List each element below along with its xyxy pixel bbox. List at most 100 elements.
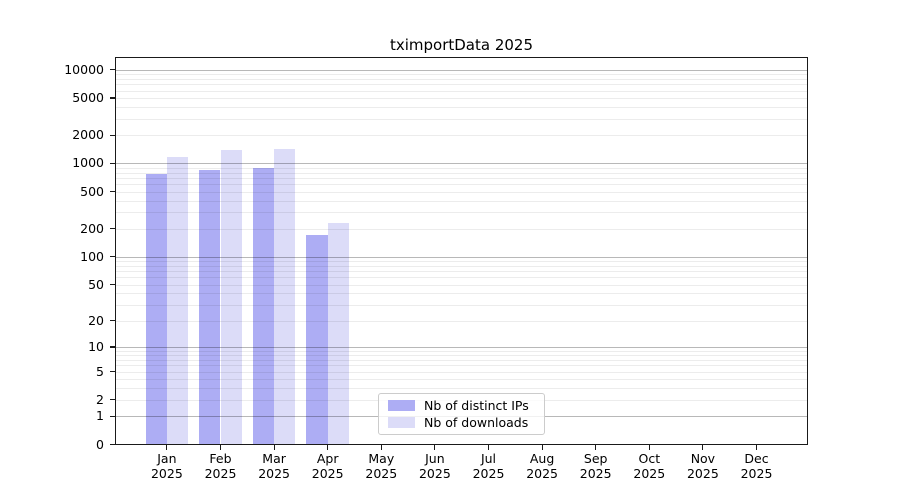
gridline <box>115 293 808 295</box>
gridline <box>115 261 808 263</box>
month-label: Jun <box>425 450 445 466</box>
bar-jan-distinct-ips <box>145 173 167 445</box>
gridline <box>115 200 808 202</box>
y-tick-label: 2000 <box>72 127 104 143</box>
y-tick-mark <box>110 415 115 417</box>
gridline <box>115 98 808 99</box>
year-label: 2025 <box>526 465 558 481</box>
month-label: Apr <box>316 450 339 466</box>
y-tick-mark <box>110 284 115 286</box>
gridline <box>115 256 808 258</box>
x-tick-mark <box>755 445 758 451</box>
y-tick-mark <box>110 371 115 373</box>
y-tick-label: 50 <box>88 276 104 292</box>
legend-swatch-downloads <box>388 417 415 428</box>
bar-apr-downloads <box>327 223 350 445</box>
year-label: 2025 <box>579 465 612 481</box>
gridline <box>115 355 808 357</box>
month-label: Nov <box>690 450 716 466</box>
legend-label-distinct-ips: Nb of distinct IPs <box>424 398 529 413</box>
month-label: Sep <box>583 450 608 466</box>
y-tick-mark <box>110 228 115 230</box>
gridline <box>115 277 808 279</box>
bar-mar-downloads <box>274 149 296 445</box>
legend: Nb of distinct IPs Nb of downloads <box>378 393 545 435</box>
month-label: Dec <box>744 450 769 466</box>
y-tick-label: 5000 <box>72 90 104 105</box>
gridline <box>115 228 808 230</box>
x-tick-mark <box>487 445 490 451</box>
gridline <box>115 365 808 367</box>
x-tick-label-jan: Jan 2025 <box>137 451 197 481</box>
month-label: Jan <box>157 450 177 466</box>
x-tick-label-aug: Aug 2025 <box>512 451 572 481</box>
y-tick-label: 200 <box>80 220 104 236</box>
legend-swatch-distinct-ips <box>388 400 415 411</box>
y-tick-mark <box>110 134 115 136</box>
gridline <box>115 163 808 165</box>
gridline <box>115 271 808 273</box>
y-tick-label: 0 <box>96 436 104 452</box>
y-tick-label: 500 <box>80 183 104 199</box>
y-tick-mark <box>110 256 115 258</box>
y-tick-mark <box>110 162 115 165</box>
x-tick-label-feb: Feb 2025 <box>191 451 251 481</box>
x-tick-label-may: May 2025 <box>351 451 411 481</box>
y-tick-mark <box>110 97 115 99</box>
year-label: 2025 <box>258 465 290 481</box>
gridline <box>115 371 808 373</box>
x-tick-mark <box>327 445 329 451</box>
gridline <box>115 69 808 71</box>
gridline <box>115 90 808 92</box>
y-tick-label: 1 <box>96 408 104 424</box>
x-tick-mark <box>434 445 436 451</box>
month-label: Oct <box>638 450 661 466</box>
y-tick-mark <box>110 399 115 401</box>
y-tick-mark <box>110 69 115 71</box>
gridline <box>115 177 808 179</box>
y-tick-label: 10000 <box>64 61 104 77</box>
gridline <box>115 350 808 352</box>
gridline <box>115 184 808 186</box>
x-tick-label-nov: Nov 2025 <box>673 451 733 481</box>
y-tick-label: 2 <box>96 391 104 407</box>
x-tick-label-mar: Mar 2025 <box>244 451 304 481</box>
month-label: May <box>368 450 395 466</box>
month-label: Aug <box>529 450 555 466</box>
year-label: 2025 <box>686 465 719 481</box>
gridline <box>115 84 808 86</box>
year-label: 2025 <box>150 465 183 481</box>
y-tick-label: 5 <box>96 363 104 379</box>
gridline <box>115 304 808 306</box>
gridline <box>115 135 808 137</box>
year-label: 2025 <box>204 465 237 481</box>
x-tick-label-jul: Jul 2025 <box>459 451 519 481</box>
year-label: 2025 <box>418 465 451 481</box>
x-tick-mark <box>648 445 650 451</box>
x-tick-mark <box>702 445 704 451</box>
gridline <box>115 388 808 390</box>
x-tick-mark <box>595 445 597 451</box>
y-tick-label: 1000 <box>72 155 104 171</box>
x-tick-mark <box>166 445 168 451</box>
x-tick-mark <box>541 445 543 451</box>
gridline <box>115 167 808 169</box>
y-tick-mark <box>110 346 115 348</box>
bar-feb-downloads <box>220 150 242 445</box>
y-tick-label: 10 <box>88 339 104 355</box>
y-tick-mark <box>110 191 115 193</box>
gridline <box>115 320 808 322</box>
bar-jan-downloads <box>166 157 189 445</box>
legend-item-distinct-ips: Nb of distinct IPs <box>388 399 535 412</box>
gridline <box>115 359 808 361</box>
gridline <box>115 265 808 267</box>
gridline <box>115 74 808 76</box>
gridline <box>115 118 808 120</box>
x-tick-mark <box>219 445 222 451</box>
gridline <box>115 347 808 349</box>
y-tick-label: 100 <box>80 248 104 264</box>
bar-apr-distinct-ips <box>306 235 328 445</box>
gridline <box>115 379 808 381</box>
chart-title: tximportData 2025 <box>389 36 534 54</box>
